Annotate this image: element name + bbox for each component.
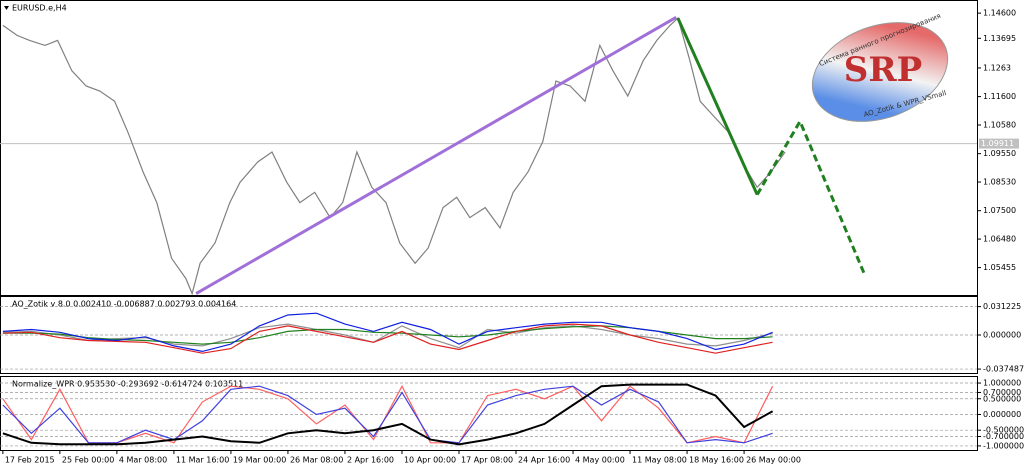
y-tick-label: 1.11600 bbox=[983, 92, 1016, 101]
series-line bbox=[2, 323, 773, 354]
y-tick-label: 0.000000 bbox=[983, 410, 1021, 419]
x-tick-label: 4 Mar 08:00 bbox=[119, 456, 167, 465]
series-line bbox=[2, 16, 786, 296]
y-tick-label: -1.000000 bbox=[983, 441, 1024, 450]
panel: EURUSD.e,H4 1.14600 1.13695 1.1263 1.11600 1.… bbox=[0, 0, 1019, 296]
y-tick-label: 1.08530 bbox=[983, 178, 1016, 187]
x-tick-label: 24 Apr 16:00 bbox=[518, 456, 570, 465]
x-tick-label: 26 May 00:00 bbox=[746, 456, 801, 465]
panel: Normalize_WPR 0.953530 -0.293692 -0.6147… bbox=[0, 376, 1024, 465]
y-tick-label: 1.13695 bbox=[983, 34, 1016, 43]
panel: AO_Zotik v 8.0 0.002410 -0.006887 0.0027… bbox=[0, 296, 1024, 374]
series-line bbox=[2, 312, 773, 353]
series-line bbox=[2, 384, 774, 444]
y-tick-label: -0.500000 bbox=[983, 426, 1024, 435]
x-tick-label: 11 Mar 16:00 bbox=[176, 456, 229, 465]
series-line bbox=[2, 385, 773, 444]
y-tick-label: -0.700000 bbox=[983, 432, 1024, 441]
panel-title: AO_Zotik v 8.0 0.002410 -0.006887 0.0027… bbox=[12, 300, 236, 309]
x-tick-label: 11 May 08:00 bbox=[632, 456, 687, 465]
y-tick-label: 0.700000 bbox=[983, 388, 1021, 397]
trend-line bbox=[676, 17, 759, 196]
menu-arrow[interactable] bbox=[4, 6, 9, 10]
price-tag bbox=[979, 138, 1019, 149]
panel-title: Normalize_WPR 0.953530 -0.293692 -0.6147… bbox=[12, 380, 243, 389]
y-tick-label: 1.05455 bbox=[983, 263, 1016, 272]
y-tick-label: 1.1263 bbox=[983, 63, 1011, 72]
y-tick-label: 1.000000 bbox=[983, 379, 1021, 388]
x-tick-label: 4 May 00:00 bbox=[575, 456, 625, 465]
panel-frame bbox=[0, 376, 978, 451]
x-tick-label: 18 May 16:00 bbox=[689, 456, 744, 465]
x-tick-label: 19 Mar 00:00 bbox=[233, 456, 286, 465]
x-tick-label: 17 Feb 2015 bbox=[5, 456, 55, 465]
panel-title: EURUSD.e,H4 bbox=[12, 4, 67, 13]
y-tick-label: 1.10580 bbox=[983, 120, 1016, 129]
trend-line bbox=[755, 118, 867, 277]
x-tick-label: 2 Apr 16:00 bbox=[347, 456, 394, 465]
y-tick-label: -0.037487 bbox=[983, 365, 1024, 374]
logo-badge bbox=[811, 22, 949, 122]
y-tick-label: 0.031225 bbox=[983, 302, 1021, 311]
trend-line bbox=[195, 15, 677, 295]
y-tick-label: 1.07500 bbox=[983, 206, 1016, 215]
price-tag-label: 1.09911 bbox=[981, 139, 1014, 148]
y-tick-label: 1.06480 bbox=[983, 235, 1016, 244]
y-tick-label: 1.09550 bbox=[983, 149, 1016, 158]
x-tick-label: 26 Mar 08:00 bbox=[290, 456, 343, 465]
y-tick-label: 1.14600 bbox=[983, 9, 1016, 18]
y-tick-label: 0.000000 bbox=[983, 331, 1021, 340]
x-tick-label: 10 Apr 00:00 bbox=[404, 456, 456, 465]
y-tick-label: 0.500000 bbox=[983, 394, 1021, 403]
x-tick-label: 25 Feb 00:00 bbox=[62, 456, 114, 465]
logo-mark: SRP bbox=[844, 50, 922, 90]
series-line bbox=[2, 383, 774, 446]
panel-frame bbox=[0, 0, 978, 296]
x-tick-label: 17 Apr 08:00 bbox=[461, 456, 513, 465]
